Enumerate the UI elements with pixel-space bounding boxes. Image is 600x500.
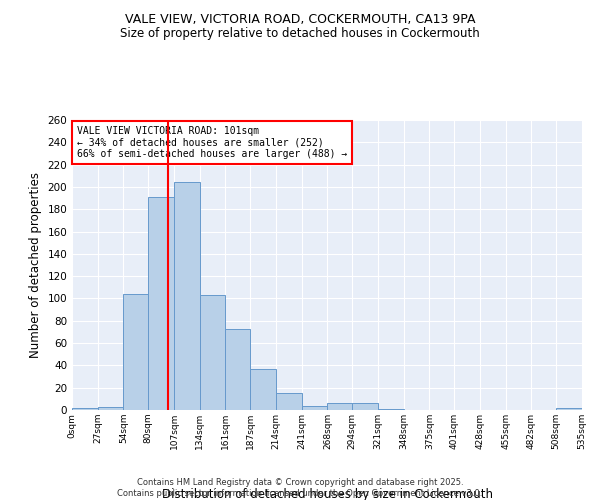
Bar xyxy=(302,406,328,410)
Text: VALE VIEW, VICTORIA ROAD, COCKERMOUTH, CA13 9PA: VALE VIEW, VICTORIA ROAD, COCKERMOUTH, C… xyxy=(125,12,475,26)
Bar xyxy=(200,295,226,410)
Bar xyxy=(328,404,352,410)
Bar xyxy=(124,294,148,410)
Bar xyxy=(98,406,124,410)
Bar xyxy=(174,182,200,410)
Bar xyxy=(226,328,250,410)
X-axis label: Distribution of detached houses by size in Cockermouth: Distribution of detached houses by size … xyxy=(161,488,493,500)
Bar xyxy=(276,394,302,410)
Bar xyxy=(556,408,582,410)
Text: VALE VIEW VICTORIA ROAD: 101sqm
← 34% of detached houses are smaller (252)
66% o: VALE VIEW VICTORIA ROAD: 101sqm ← 34% of… xyxy=(77,126,347,159)
Y-axis label: Number of detached properties: Number of detached properties xyxy=(29,172,42,358)
Text: Size of property relative to detached houses in Cockermouth: Size of property relative to detached ho… xyxy=(120,28,480,40)
Bar xyxy=(378,409,404,410)
Bar xyxy=(72,408,98,410)
Text: Contains HM Land Registry data © Crown copyright and database right 2025.
Contai: Contains HM Land Registry data © Crown c… xyxy=(118,478,482,498)
Bar xyxy=(352,404,378,410)
Bar xyxy=(250,368,276,410)
Bar xyxy=(148,197,174,410)
